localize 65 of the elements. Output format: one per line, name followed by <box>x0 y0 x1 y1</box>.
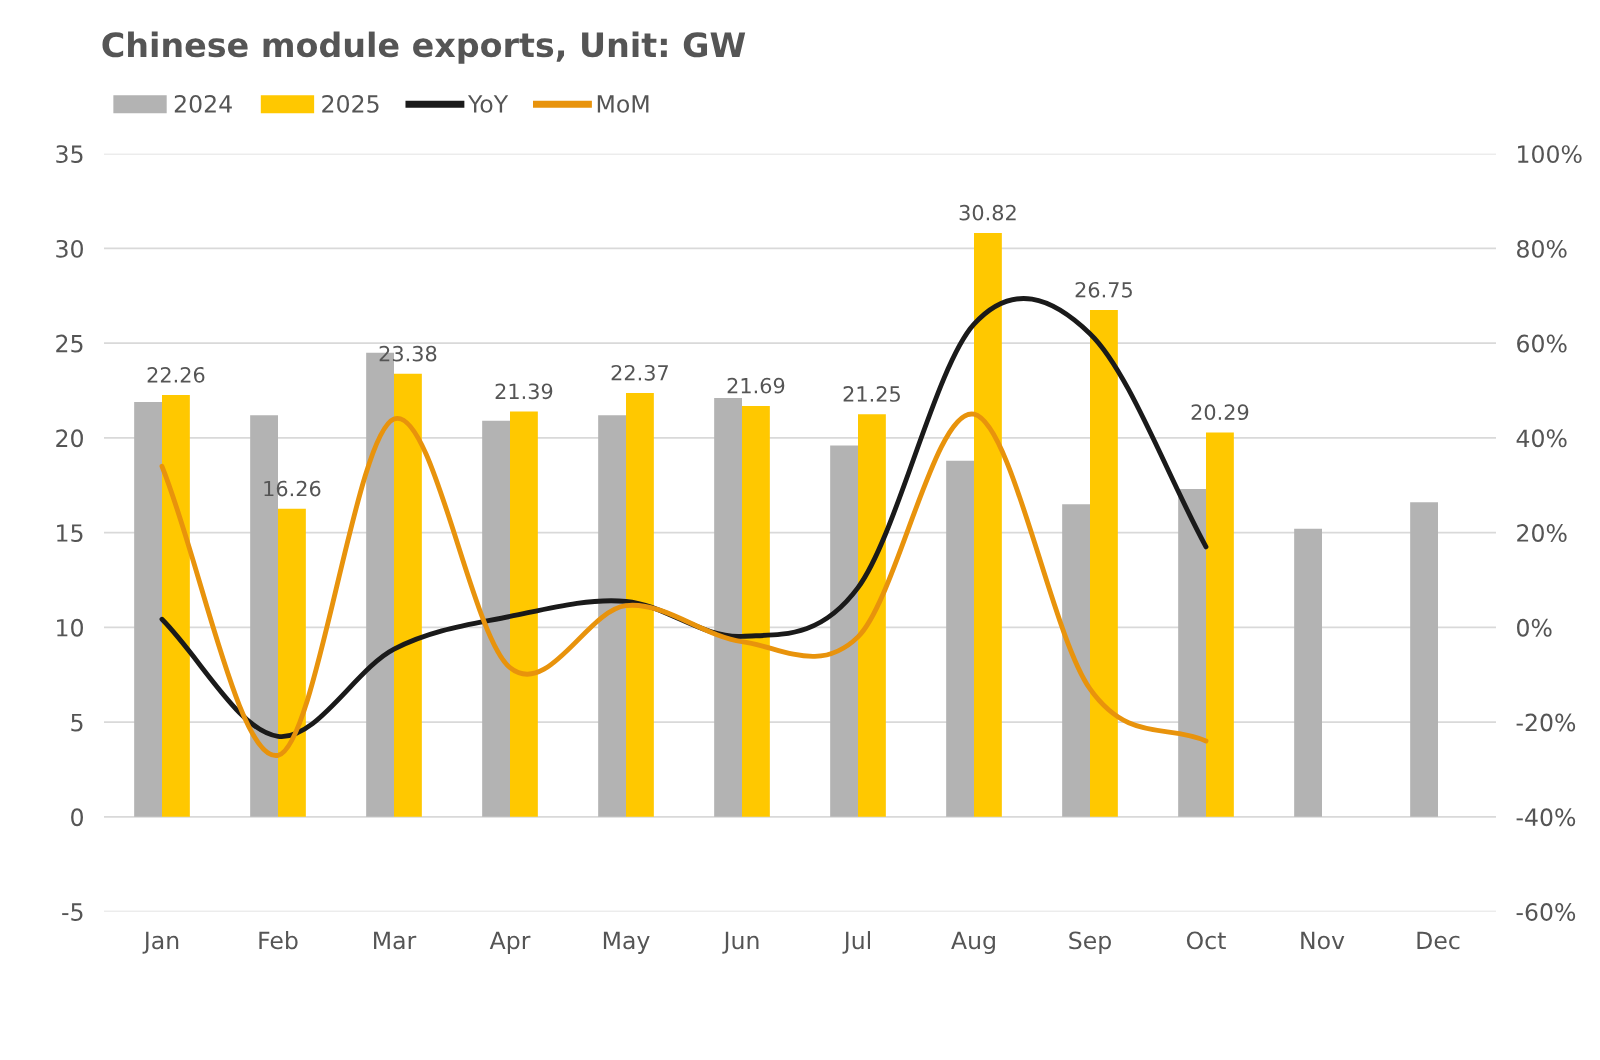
y2-tick-label: 60% <box>1517 334 1567 353</box>
bar <box>598 415 626 817</box>
bar <box>1062 504 1090 817</box>
x-tick-label: Jul <box>842 931 871 954</box>
bar <box>1206 432 1234 817</box>
bar <box>830 445 858 817</box>
data-label: 23.38 <box>379 345 437 362</box>
y-tick-label: 5 <box>71 713 83 732</box>
bar <box>946 460 974 817</box>
data-label: 21.39 <box>495 383 553 400</box>
x-tick-label: Feb <box>259 931 298 950</box>
y-tick-label: 15 <box>57 524 83 542</box>
y-tick-label: 25 <box>56 334 83 353</box>
data-label: 20.29 <box>1191 404 1249 421</box>
legend-label: 2024 <box>174 94 232 113</box>
y2-tick-label: 20% <box>1517 524 1567 542</box>
bar <box>1178 489 1206 817</box>
bar <box>742 405 770 817</box>
x-tick-label: Mar <box>374 931 417 950</box>
data-label: 21.25 <box>843 386 900 402</box>
y2-tick-label: -60% <box>1516 903 1576 921</box>
data-label: 26.75 <box>1075 281 1132 298</box>
bar <box>278 508 306 817</box>
legend-label: YoY <box>467 95 509 113</box>
legend-label: MoM <box>597 95 649 113</box>
bar <box>858 414 886 817</box>
y2-tick-label: 40% <box>1516 429 1567 448</box>
x-tick-label: Apr <box>489 931 531 954</box>
bar <box>1294 528 1322 817</box>
bar <box>162 395 190 817</box>
x-tick-label: Oct <box>1186 931 1226 950</box>
bar <box>1410 502 1438 817</box>
bar <box>974 232 1002 817</box>
bar <box>482 420 510 817</box>
x-tick-label: Jun <box>722 931 759 954</box>
bar <box>134 401 162 817</box>
y2-tick-label: -40% <box>1516 808 1576 827</box>
data-label: 21.69 <box>727 377 785 394</box>
y-tick-label: 30 <box>56 239 83 258</box>
x-tick-label: Nov <box>1301 931 1345 950</box>
y-tick-label: 10 <box>57 618 83 637</box>
bar <box>626 393 654 817</box>
x-tick-label: Jan <box>142 931 179 954</box>
y-tick-label: 0 <box>71 808 83 827</box>
bar <box>1090 310 1118 817</box>
data-label: 30.82 <box>959 204 1016 221</box>
y2-tick-label: 80% <box>1517 239 1567 258</box>
y2-tick-label: -20% <box>1516 713 1576 732</box>
x-tick-label: Sep <box>1069 931 1111 954</box>
y2-tick-label: 0% <box>1517 618 1552 637</box>
y-tick-label: -5 <box>62 903 83 921</box>
y2-tick-label: 100% <box>1518 145 1582 164</box>
x-tick-label: Dec <box>1417 931 1460 950</box>
chart-title: Chinese module exports, Unit: GW <box>102 31 746 64</box>
y-tick-label: 20 <box>56 429 83 448</box>
legend-label: 2025 <box>322 94 379 113</box>
data-label: 22.37 <box>611 364 668 381</box>
bar <box>394 373 422 817</box>
x-tick-label: May <box>603 931 650 954</box>
bar <box>510 411 538 817</box>
data-label: 22.26 <box>147 366 205 383</box>
y-tick-label: 35 <box>56 145 83 164</box>
x-tick-label: Aug <box>951 931 995 954</box>
bar <box>714 398 742 817</box>
data-label: 16.26 <box>264 480 321 497</box>
